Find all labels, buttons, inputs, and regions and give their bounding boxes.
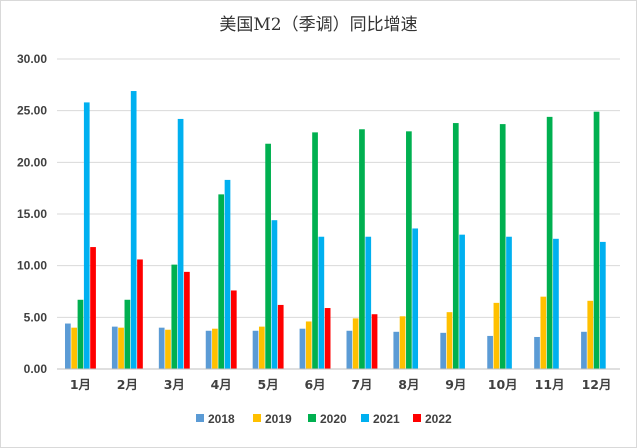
bar-2021-4	[224, 179, 231, 369]
y-tick-label: 25.00	[17, 104, 47, 118]
legend-swatch-2020	[308, 414, 316, 422]
bar-2021-6	[318, 236, 325, 369]
legend-swatch-2019	[253, 414, 261, 422]
x-tick-label: 10月	[488, 377, 518, 392]
bar-2019-10	[493, 302, 500, 369]
bar-2021-2	[130, 91, 137, 370]
legend-label: 2020	[320, 412, 347, 426]
bar-2018-11	[534, 336, 540, 369]
x-tick-label: 1月	[70, 377, 91, 392]
x-tick-label: 3月	[164, 377, 185, 392]
bar-2019-9	[446, 312, 453, 369]
bar-2020-4	[218, 194, 225, 369]
bar-2018-6	[299, 328, 306, 369]
y-tick-label: 15.00	[17, 207, 47, 221]
legend-label: 2021	[373, 412, 400, 426]
bar-2018-1	[65, 323, 71, 369]
bar-2022-7	[371, 314, 378, 369]
y-tick-label: 20.00	[17, 155, 47, 169]
y-tick-label: 30.00	[17, 52, 47, 66]
bar-2021-7	[365, 236, 372, 369]
bar-2021-10	[506, 236, 512, 369]
bar-2018-9	[440, 332, 447, 369]
bar-2019-12	[587, 300, 594, 369]
legend-swatch-2018	[196, 414, 204, 422]
bar-2018-4	[205, 330, 212, 369]
bar-2019-8	[399, 316, 406, 369]
bar-2019-7	[352, 318, 359, 369]
legend-label: 2019	[265, 412, 292, 426]
bar-2020-12	[593, 111, 600, 369]
bar-2021-5	[271, 220, 278, 369]
bar-2018-5	[252, 330, 259, 369]
bar-2022-1	[90, 247, 96, 369]
bar-2018-12	[581, 331, 587, 369]
x-tick-label: 4月	[211, 377, 232, 392]
bar-2018-2	[111, 326, 118, 369]
bar-2018-8	[393, 331, 400, 369]
x-tick-label: 11月	[535, 377, 565, 392]
x-tick-label: 5月	[258, 377, 279, 392]
x-tick-label: 6月	[304, 377, 325, 392]
legend-swatch-2022	[413, 414, 421, 422]
bar-2021-3	[177, 118, 184, 369]
bar-2021-9	[459, 234, 465, 369]
bar-2022-3	[184, 271, 190, 369]
x-tick-label: 12月	[582, 377, 612, 392]
bar-2019-6	[305, 321, 312, 369]
bar-2021-8	[412, 228, 419, 369]
chart-title: 美国M2（季调）同比增速	[219, 15, 418, 35]
bar-2019-4	[212, 328, 218, 369]
bar-2018-10	[487, 335, 493, 369]
bar-2019-11	[540, 296, 547, 369]
bar-2020-3	[171, 264, 178, 369]
bar-2019-1	[71, 327, 78, 369]
bar-2019-3	[165, 329, 171, 369]
x-tick-label: 7月	[351, 377, 372, 392]
x-tick-label: 9月	[445, 377, 466, 392]
bar-2022-6	[324, 308, 331, 369]
bar-2022-4	[230, 290, 237, 369]
y-tick-label: 0.00	[24, 362, 48, 376]
bar-2018-3	[158, 327, 165, 369]
bar-2020-10	[499, 124, 506, 369]
bar-2019-5	[258, 326, 265, 369]
bar-2020-9	[452, 123, 459, 369]
legend-label: 2022	[425, 412, 452, 426]
bar-2020-2	[124, 299, 131, 369]
x-tick-label: 8月	[398, 377, 419, 392]
bar-2022-5	[277, 304, 284, 369]
bar-2021-11	[553, 238, 559, 369]
bar-2020-6	[312, 132, 318, 369]
y-tick-label: 10.00	[17, 259, 47, 273]
bar-2022-2	[137, 259, 143, 369]
bar-2020-8	[406, 131, 412, 369]
bar-2018-7	[346, 330, 353, 369]
bar-2019-2	[118, 327, 124, 369]
bar-2021-1	[83, 102, 90, 370]
legend-swatch-2021	[361, 414, 369, 422]
bar-2020-5	[265, 143, 271, 369]
bar-2020-1	[77, 299, 84, 369]
y-tick-label: 5.00	[24, 310, 48, 324]
bar-2020-7	[359, 129, 365, 369]
legend-label: 2018	[208, 412, 235, 426]
bar-2021-12	[599, 241, 606, 369]
bar-2020-11	[546, 116, 553, 369]
x-tick-label: 2月	[117, 377, 138, 392]
